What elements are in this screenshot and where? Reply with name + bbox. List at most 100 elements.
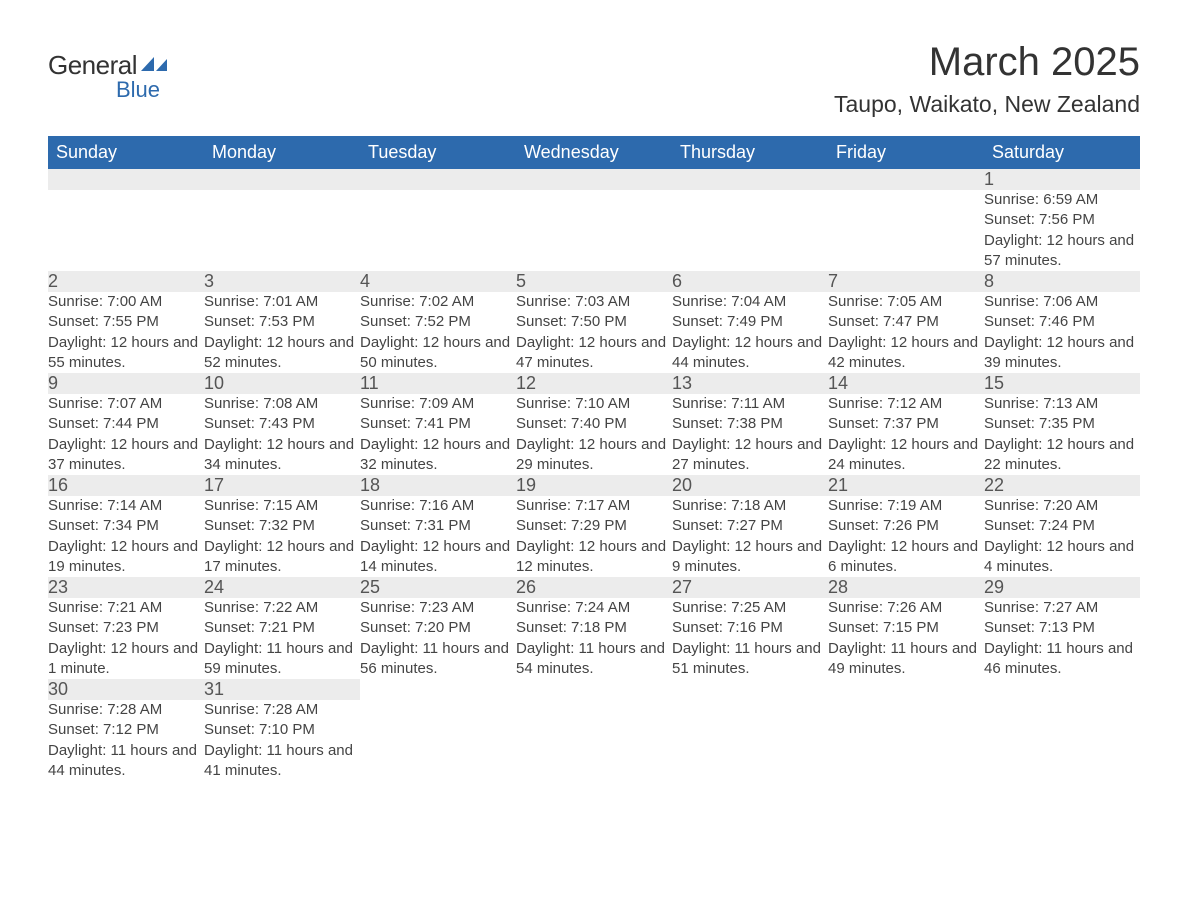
sunset-text: Sunset: 7:35 PM <box>984 414 1140 434</box>
sunset-text: Sunset: 7:13 PM <box>984 618 1140 638</box>
day-number: 29 <box>984 577 1140 598</box>
sunrise-text: Sunrise: 7:05 AM <box>828 292 984 312</box>
day-number <box>516 679 672 700</box>
day-detail: Sunrise: 7:00 AMSunset: 7:55 PMDaylight:… <box>48 292 204 373</box>
day-number: 26 <box>516 577 672 598</box>
day-detail <box>204 190 360 271</box>
week-detail-row: Sunrise: 7:28 AMSunset: 7:12 PMDaylight:… <box>48 700 1140 781</box>
sunrise-text: Sunrise: 7:00 AM <box>48 292 204 312</box>
sunrise-text: Sunrise: 7:23 AM <box>360 598 516 618</box>
sunrise-text: Sunrise: 7:19 AM <box>828 496 984 516</box>
month-title: March 2025 <box>834 40 1140 85</box>
day-header: Wednesday <box>516 136 672 169</box>
day-detail <box>984 700 1140 781</box>
sunset-text: Sunset: 7:32 PM <box>204 516 360 536</box>
day-number <box>672 679 828 700</box>
sunset-text: Sunset: 7:15 PM <box>828 618 984 638</box>
sunset-text: Sunset: 7:31 PM <box>360 516 516 536</box>
daylight-text: Daylight: 11 hours and 51 minutes. <box>672 639 828 680</box>
sunrise-text: Sunrise: 7:07 AM <box>48 394 204 414</box>
sunrise-text: Sunrise: 7:08 AM <box>204 394 360 414</box>
daylight-text: Daylight: 11 hours and 44 minutes. <box>48 741 204 782</box>
day-detail: Sunrise: 7:17 AMSunset: 7:29 PMDaylight:… <box>516 496 672 577</box>
day-number: 8 <box>984 271 1140 292</box>
day-detail <box>360 190 516 271</box>
daylight-text: Daylight: 12 hours and 44 minutes. <box>672 333 828 374</box>
week-number-row: 2345678 <box>48 271 1140 292</box>
day-detail: Sunrise: 7:24 AMSunset: 7:18 PMDaylight:… <box>516 598 672 679</box>
sunset-text: Sunset: 7:20 PM <box>360 618 516 638</box>
daylight-text: Daylight: 12 hours and 57 minutes. <box>984 231 1140 272</box>
location-title: Taupo, Waikato, New Zealand <box>834 91 1140 118</box>
day-detail: Sunrise: 7:08 AMSunset: 7:43 PMDaylight:… <box>204 394 360 475</box>
day-number: 22 <box>984 475 1140 496</box>
week-number-row: 9101112131415 <box>48 373 1140 394</box>
day-detail <box>48 190 204 271</box>
day-number: 2 <box>48 271 204 292</box>
day-number: 28 <box>828 577 984 598</box>
day-number <box>204 169 360 190</box>
day-number: 1 <box>984 169 1140 190</box>
sunset-text: Sunset: 7:43 PM <box>204 414 360 434</box>
sunset-text: Sunset: 7:49 PM <box>672 312 828 332</box>
day-detail: Sunrise: 7:13 AMSunset: 7:35 PMDaylight:… <box>984 394 1140 475</box>
day-number: 17 <box>204 475 360 496</box>
day-detail: Sunrise: 7:06 AMSunset: 7:46 PMDaylight:… <box>984 292 1140 373</box>
day-number: 27 <box>672 577 828 598</box>
daylight-text: Daylight: 11 hours and 49 minutes. <box>828 639 984 680</box>
daylight-text: Daylight: 12 hours and 27 minutes. <box>672 435 828 476</box>
day-number: 9 <box>48 373 204 394</box>
day-detail: Sunrise: 7:12 AMSunset: 7:37 PMDaylight:… <box>828 394 984 475</box>
sunset-text: Sunset: 7:47 PM <box>828 312 984 332</box>
day-detail: Sunrise: 7:19 AMSunset: 7:26 PMDaylight:… <box>828 496 984 577</box>
sunrise-text: Sunrise: 6:59 AM <box>984 190 1140 210</box>
sunset-text: Sunset: 7:38 PM <box>672 414 828 434</box>
sunset-text: Sunset: 7:46 PM <box>984 312 1140 332</box>
day-detail <box>672 190 828 271</box>
daylight-text: Daylight: 12 hours and 22 minutes. <box>984 435 1140 476</box>
sunrise-text: Sunrise: 7:25 AM <box>672 598 828 618</box>
day-number: 20 <box>672 475 828 496</box>
sunrise-text: Sunrise: 7:06 AM <box>984 292 1140 312</box>
sunset-text: Sunset: 7:16 PM <box>672 618 828 638</box>
sunset-text: Sunset: 7:44 PM <box>48 414 204 434</box>
day-detail <box>360 700 516 781</box>
daylight-text: Daylight: 12 hours and 32 minutes. <box>360 435 516 476</box>
sunrise-text: Sunrise: 7:27 AM <box>984 598 1140 618</box>
daylight-text: Daylight: 12 hours and 42 minutes. <box>828 333 984 374</box>
sunset-text: Sunset: 7:27 PM <box>672 516 828 536</box>
day-header-row: Sunday Monday Tuesday Wednesday Thursday… <box>48 136 1140 169</box>
day-number: 30 <box>48 679 204 700</box>
day-detail: Sunrise: 6:59 AMSunset: 7:56 PMDaylight:… <box>984 190 1140 271</box>
day-number <box>984 679 1140 700</box>
day-detail: Sunrise: 7:27 AMSunset: 7:13 PMDaylight:… <box>984 598 1140 679</box>
day-detail: Sunrise: 7:26 AMSunset: 7:15 PMDaylight:… <box>828 598 984 679</box>
daylight-text: Daylight: 12 hours and 14 minutes. <box>360 537 516 578</box>
sunrise-text: Sunrise: 7:28 AM <box>204 700 360 720</box>
sunrise-text: Sunrise: 7:26 AM <box>828 598 984 618</box>
daylight-text: Daylight: 12 hours and 50 minutes. <box>360 333 516 374</box>
daylight-text: Daylight: 12 hours and 39 minutes. <box>984 333 1140 374</box>
day-number: 13 <box>672 373 828 394</box>
sunrise-text: Sunrise: 7:13 AM <box>984 394 1140 414</box>
daylight-text: Daylight: 12 hours and 1 minute. <box>48 639 204 680</box>
sunset-text: Sunset: 7:29 PM <box>516 516 672 536</box>
page-header: General Blue March 2025 Taupo, Waikato, … <box>48 40 1140 118</box>
day-number: 18 <box>360 475 516 496</box>
daylight-text: Daylight: 12 hours and 52 minutes. <box>204 333 360 374</box>
day-detail <box>516 700 672 781</box>
sunset-text: Sunset: 7:40 PM <box>516 414 672 434</box>
sunset-text: Sunset: 7:10 PM <box>204 720 360 740</box>
daylight-text: Daylight: 11 hours and 46 minutes. <box>984 639 1140 680</box>
daylight-text: Daylight: 12 hours and 19 minutes. <box>48 537 204 578</box>
sunrise-text: Sunrise: 7:03 AM <box>516 292 672 312</box>
day-number: 5 <box>516 271 672 292</box>
sunset-text: Sunset: 7:53 PM <box>204 312 360 332</box>
day-detail: Sunrise: 7:09 AMSunset: 7:41 PMDaylight:… <box>360 394 516 475</box>
logo: General Blue <box>48 40 167 103</box>
day-detail: Sunrise: 7:07 AMSunset: 7:44 PMDaylight:… <box>48 394 204 475</box>
day-header: Thursday <box>672 136 828 169</box>
day-detail: Sunrise: 7:20 AMSunset: 7:24 PMDaylight:… <box>984 496 1140 577</box>
week-number-row: 23242526272829 <box>48 577 1140 598</box>
day-number: 10 <box>204 373 360 394</box>
